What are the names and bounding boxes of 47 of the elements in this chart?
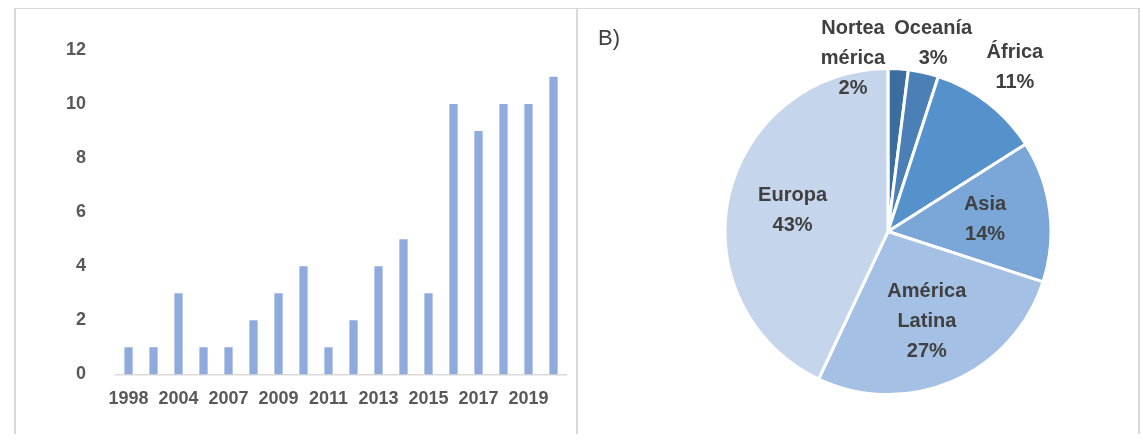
bar (174, 293, 183, 375)
data-label: 27% (906, 338, 948, 361)
slice-label: Asia (963, 191, 1008, 214)
data-label: 43% (772, 212, 813, 235)
bar (549, 76, 558, 375)
bar (374, 266, 383, 375)
y-tick-label: 0 (76, 363, 87, 384)
x-tick-label: 2009 (258, 388, 299, 409)
x-tick-label: 2004 (158, 388, 199, 409)
bar (349, 320, 358, 375)
slice-label: Oceanía (894, 15, 973, 38)
bar (199, 347, 208, 375)
data-label: 11% (995, 70, 1035, 93)
x-tick-label: 2013 (358, 388, 399, 409)
bar (324, 347, 333, 375)
x-tick-label: 2019 (508, 388, 549, 409)
bar (149, 347, 158, 375)
bar (449, 103, 458, 375)
data-label: 2% (838, 75, 868, 98)
y-tick-label: 8 (76, 146, 87, 167)
x-tick-label: 2011 (308, 388, 349, 409)
slice-label: África (986, 40, 1045, 63)
bar (474, 130, 483, 375)
data-label: 3% (918, 45, 948, 68)
bar (124, 347, 133, 375)
x-tick-label: 2015 (408, 388, 449, 409)
x-tick-label: 2017 (458, 388, 499, 409)
bar (224, 347, 233, 375)
x-tick-label: 2007 (208, 388, 249, 409)
text: B) (598, 25, 620, 51)
y-tick-label: 6 (76, 201, 87, 222)
bar (274, 293, 283, 375)
bar (424, 293, 433, 375)
slice-label: América Latina (887, 278, 968, 331)
bar (524, 103, 533, 375)
y-tick-label: 10 (65, 92, 87, 113)
y-tick-label: 2 (76, 309, 87, 330)
x-tick-label: 1998 (108, 388, 149, 409)
data-label: 14% (965, 221, 1006, 244)
bar (249, 320, 258, 375)
slice-label: Europa (758, 182, 828, 205)
bar (399, 239, 408, 375)
bar (299, 266, 308, 375)
bar (499, 103, 508, 375)
y-tick-label: 12 (65, 38, 87, 59)
slice-label: Nortea mérica (820, 15, 887, 68)
y-tick-label: 4 (76, 255, 87, 276)
